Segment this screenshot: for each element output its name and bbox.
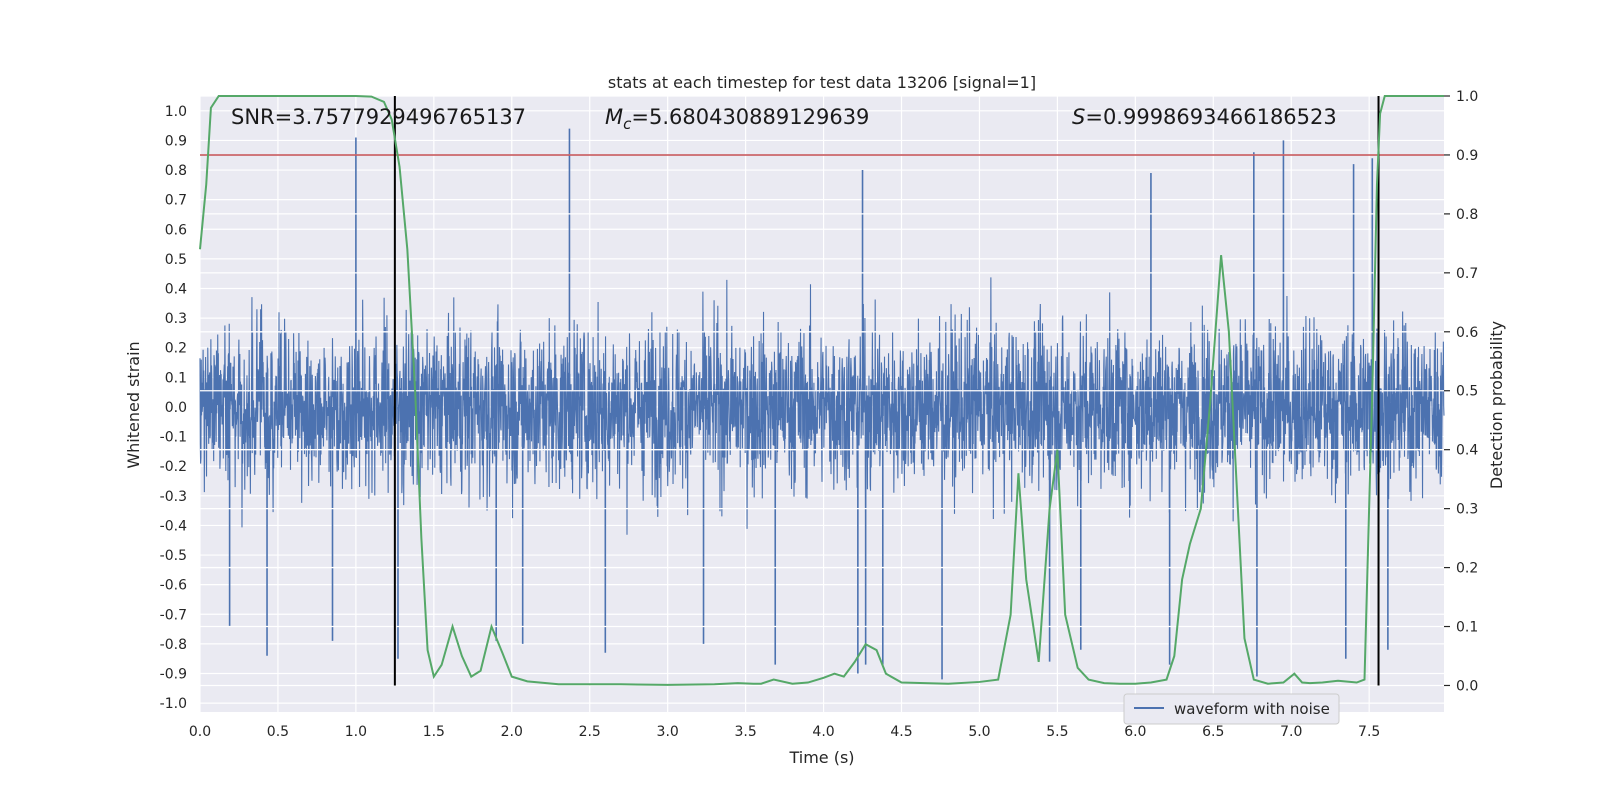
mc-annotation: Mc=5.680430889129639 xyxy=(605,105,869,133)
y2-tick-label: 0.9 xyxy=(1456,148,1478,164)
event-markers xyxy=(393,96,1380,686)
y-tick-label: -0.1 xyxy=(160,430,187,446)
y2-tick-label: 0.1 xyxy=(1456,620,1478,636)
x-tick-label: 2.5 xyxy=(579,724,601,740)
x-tick-label: 0.0 xyxy=(189,724,211,740)
y2-tick-label: 0.2 xyxy=(1456,561,1478,577)
y-tick-label: 0.9 xyxy=(165,133,187,149)
y2-axis-ticks: 1.0 0.9 0.8 0.7 0.6 0.5 0.4 0.3 0.2 0.1 0.0 xyxy=(1444,89,1478,694)
x-tick-label: 1.0 xyxy=(345,724,367,740)
y-tick-label: -0.5 xyxy=(160,548,187,564)
mc-value: =5.680430889129639 xyxy=(631,105,869,129)
chart-title: stats at each timestep for test data 132… xyxy=(608,73,1036,92)
detection-probability-line xyxy=(199,95,1444,686)
s-symbol: S xyxy=(1072,105,1085,129)
y-tick-label: 0.0 xyxy=(165,400,187,416)
y-tick-label: 0.3 xyxy=(165,311,187,327)
x-tick-label: 5.0 xyxy=(968,724,990,740)
snr-annotation: SNR=3.7577929496765137 xyxy=(231,105,526,129)
y-tick-label: 0.2 xyxy=(165,341,187,357)
y-tick-label: -0.6 xyxy=(160,578,187,594)
y-tick-label: -1.0 xyxy=(160,696,187,712)
x-tick-label: 3.5 xyxy=(734,724,756,740)
x-tick-label: 6.0 xyxy=(1124,724,1146,740)
y-tick-label: 0.6 xyxy=(165,222,187,238)
y-tick-label: -0.8 xyxy=(160,637,187,653)
x-tick-label: 2.0 xyxy=(501,724,523,740)
y-tick-label: -0.2 xyxy=(160,459,187,475)
s-annotation: S=0.9998693466186523 xyxy=(1072,105,1337,129)
mc-subscript: c xyxy=(623,115,632,133)
legend-box xyxy=(1123,693,1340,725)
x-tick-label: 1.5 xyxy=(423,724,445,740)
y-tick-label: 1.0 xyxy=(165,104,187,120)
x-tick-label: 6.5 xyxy=(1202,724,1224,740)
right-axis-grid xyxy=(200,95,1444,687)
y-tick-label: 0.5 xyxy=(165,252,187,268)
y2-tick-label: 0.6 xyxy=(1456,325,1478,341)
x-axis-label: Time (s) xyxy=(788,748,854,767)
y-tick-label: 0.4 xyxy=(165,282,187,298)
x-tick-label: 4.5 xyxy=(890,724,912,740)
y-tick-label: -0.4 xyxy=(160,518,187,534)
x-tick-label: 5.5 xyxy=(1046,724,1068,740)
y2-tick-label: 0.5 xyxy=(1456,384,1478,400)
waveform-noise-path xyxy=(199,277,1445,535)
y-axis-label: Whitened strain xyxy=(124,341,143,468)
y-axis-ticks: 1.0 0.9 0.8 0.7 0.6 0.5 0.4 0.3 0.2 0.1 0.0 -0.1 -0.… xyxy=(160,104,187,712)
x-tick-label: 3.0 xyxy=(657,724,679,740)
x-tick-label: 7.5 xyxy=(1358,724,1380,740)
y2-tick-label: 0.7 xyxy=(1456,266,1478,282)
y2-tick-label: 0.4 xyxy=(1456,443,1478,459)
x-tick-label: 0.5 xyxy=(267,724,289,740)
y2-tick-label: 0.8 xyxy=(1456,207,1478,223)
y2-tick-label: 1.0 xyxy=(1456,89,1478,105)
y-tick-label: 0.1 xyxy=(165,370,187,386)
y-tick-label: -0.3 xyxy=(160,489,187,505)
y-tick-label: -0.7 xyxy=(160,607,187,623)
y-tick-label: 0.8 xyxy=(165,163,187,179)
x-tick-label: 4.0 xyxy=(812,724,834,740)
y2-axis-label: Detection probability xyxy=(1487,321,1506,489)
legend-label: waveform with noise xyxy=(1174,700,1330,718)
x-tick-label: 7.0 xyxy=(1280,724,1302,740)
s-value: =0.9998693466186523 xyxy=(1085,105,1336,129)
legend: waveform with noise xyxy=(1123,693,1340,725)
mc-symbol: M xyxy=(605,105,623,129)
y-tick-label: -0.9 xyxy=(160,667,187,683)
y2-tick-label: 0.3 xyxy=(1456,502,1478,518)
x-axis-ticks: 0.0 0.5 1.0 1.5 2.0 2.5 3.0 3.5 4.0 4.5 5.0 5.5 6.0 6… xyxy=(189,724,1380,740)
y-tick-label: 0.7 xyxy=(165,193,187,209)
y2-tick-label: 0.0 xyxy=(1456,678,1478,694)
